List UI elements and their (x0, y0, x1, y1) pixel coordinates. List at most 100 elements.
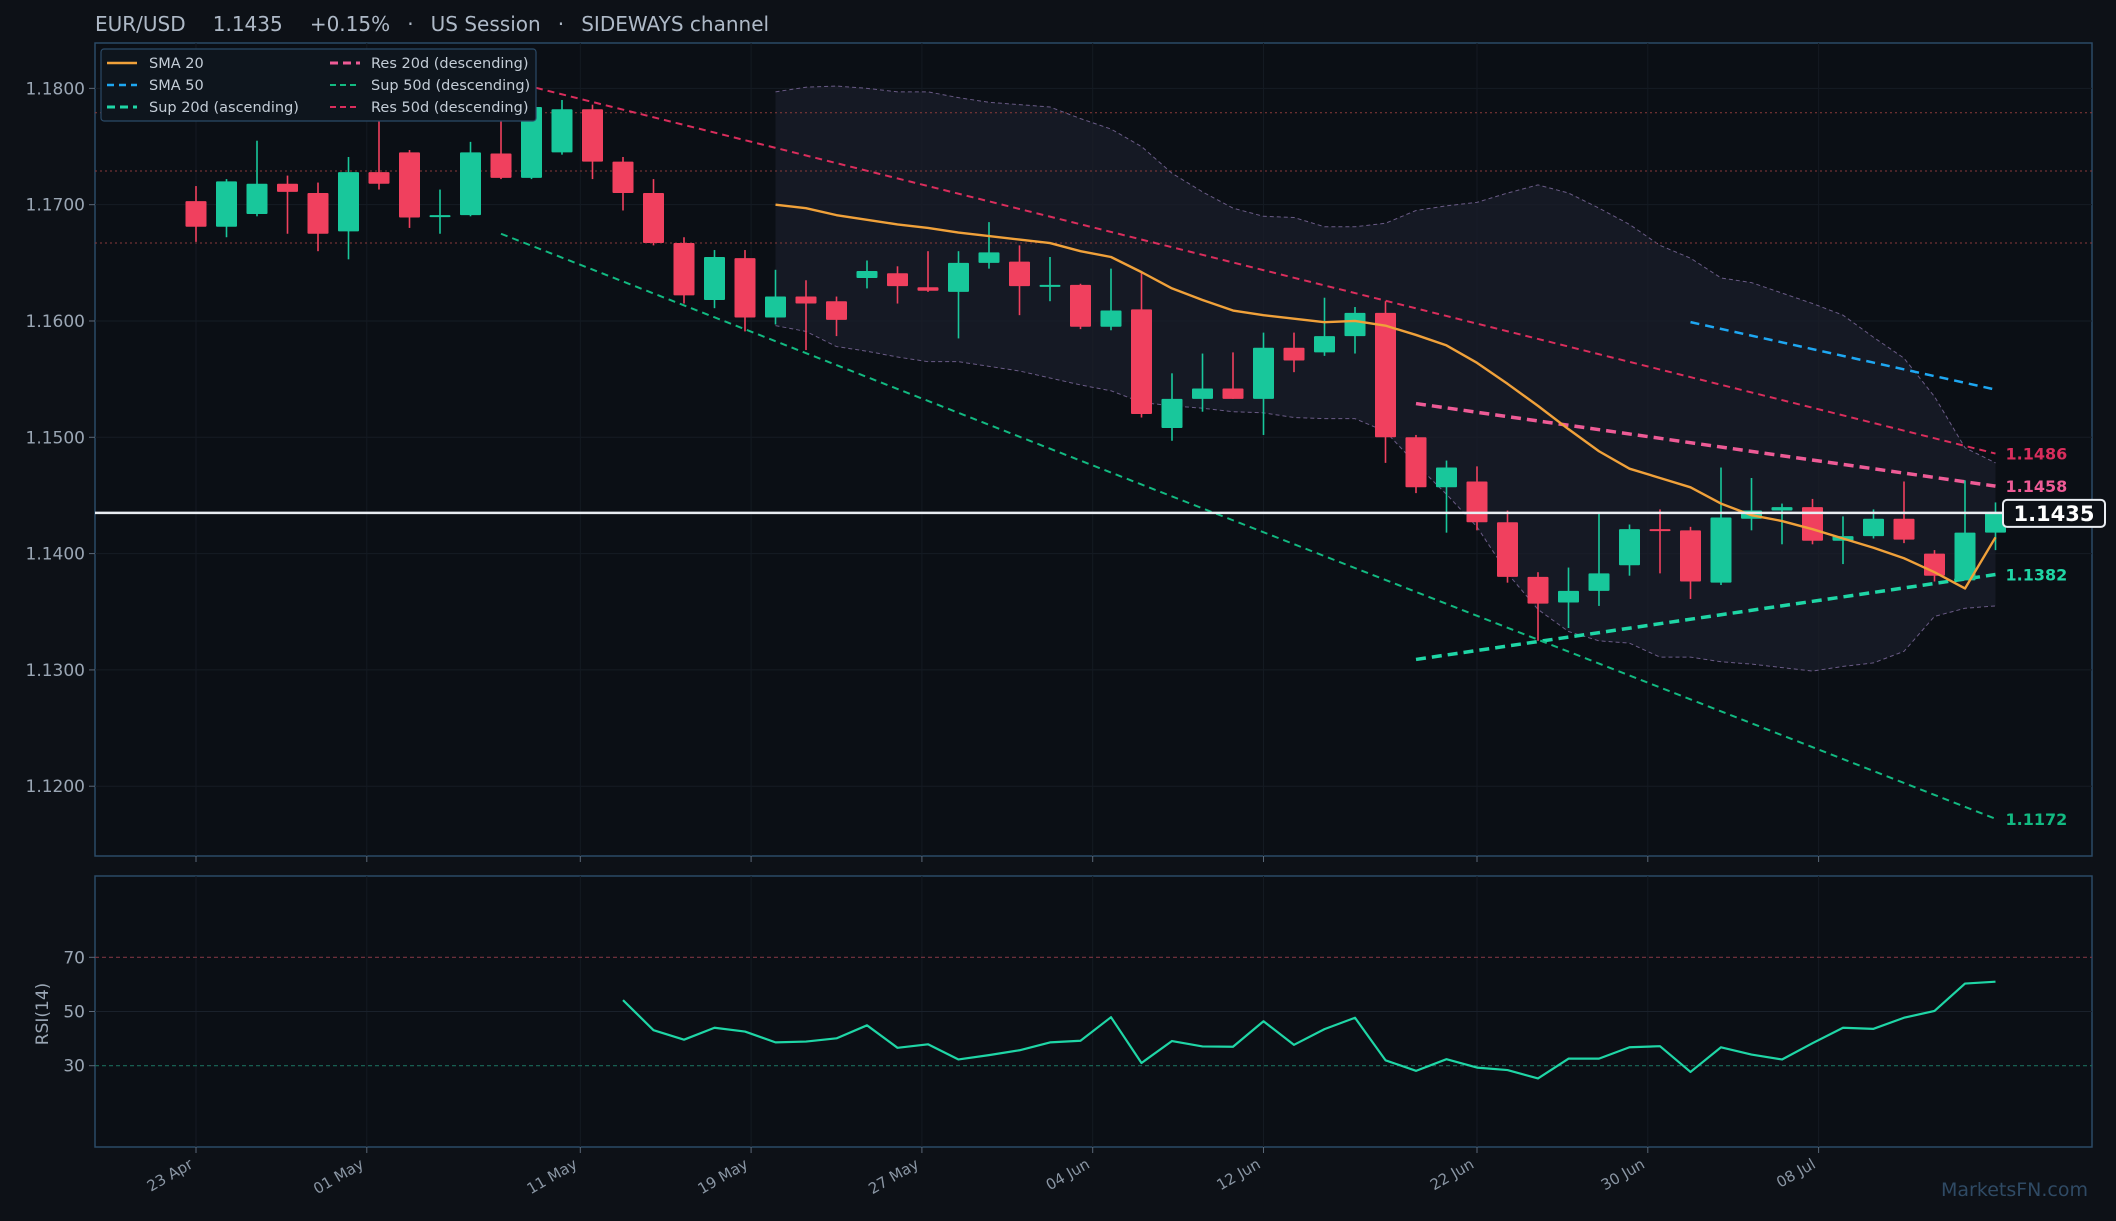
candle-body (1954, 532, 1976, 581)
candle-body (1253, 347, 1274, 399)
candle (1497, 510, 1518, 583)
candle (1405, 434, 1427, 494)
separator-2: · (558, 12, 564, 36)
candle (795, 280, 817, 351)
price-y-tick-label: 1.1400 (26, 545, 85, 565)
candle-body (1802, 507, 1823, 541)
candle (1039, 257, 1061, 302)
candle (856, 260, 878, 289)
candle (704, 250, 725, 309)
candle-body (307, 193, 329, 234)
candle (643, 179, 664, 246)
candle-body (582, 109, 603, 162)
candle-body (1375, 312, 1396, 438)
candle-body (917, 287, 939, 291)
candle-body (1039, 284, 1061, 287)
candle-body (1344, 312, 1366, 337)
candle (460, 141, 481, 217)
candle (1527, 572, 1549, 641)
candle (1619, 524, 1640, 576)
candle-body (1100, 310, 1122, 327)
candle (1100, 268, 1122, 331)
legend-label-sma50: SMA 50 (149, 78, 204, 94)
price-y-tick-label: 1.1300 (26, 661, 85, 681)
candle (673, 237, 695, 304)
candle (277, 175, 298, 234)
candle (1985, 502, 2006, 551)
candle-body (826, 301, 847, 320)
candle (1253, 332, 1274, 435)
candle-body (521, 106, 542, 178)
candle (1192, 353, 1213, 412)
candle-body (490, 153, 512, 178)
candle-body (795, 296, 817, 304)
candle-body (368, 172, 390, 184)
candle-body (1771, 507, 1793, 511)
candle-body (551, 109, 573, 153)
band-upper (775, 85, 1996, 464)
candle (765, 269, 786, 325)
price-y-tick-label: 1.1500 (26, 428, 85, 448)
candle-body (429, 215, 451, 218)
candle-body (673, 243, 695, 296)
rsi-y-tick-label: 50 (63, 1003, 85, 1023)
trend-end-label: 1.1458 (2006, 477, 2068, 496)
price-label: 1.1435 (213, 12, 283, 36)
candle-body (1527, 576, 1549, 604)
price-y-tick-label: 1.1800 (26, 79, 85, 99)
candle-body (1619, 529, 1640, 566)
candle-body (704, 257, 725, 301)
candle-body (246, 183, 268, 214)
trend-end-label: 1.1172 (2006, 810, 2068, 829)
rsi-axis-label: RSI(14) (33, 983, 53, 1046)
candle (1070, 283, 1091, 330)
legend-label-sup20: Sup 20d (ascending) (149, 100, 299, 116)
current-price-label: 1.1435 (2013, 502, 2094, 526)
candle-body (887, 273, 908, 287)
candle (399, 150, 420, 228)
current-price-layer: 1.1435 (95, 498, 2106, 528)
chart-title: EUR/USD 1.1435 +0.15% · US Session · SID… (95, 12, 769, 36)
legend-label-res20: Res 20d (descending) (371, 56, 528, 72)
candle-body (1405, 437, 1427, 488)
rsi-line (622, 980, 1996, 1080)
trend-line-res-20d-descending (1415, 401, 1996, 488)
trend-line-sup-50d-descending (500, 232, 1996, 820)
candle-body (1710, 517, 1732, 583)
candle (1161, 373, 1183, 441)
candle (1009, 245, 1030, 316)
candle-body (1588, 573, 1610, 591)
candle (826, 296, 847, 337)
price-y-tick-label: 1.1200 (26, 777, 85, 797)
candle (338, 156, 359, 260)
legend-label-res50: Res 50d (descending) (371, 100, 528, 116)
rsi-y-tick-label: 30 (63, 1057, 85, 1077)
trend-end-label: 1.1486 (2006, 445, 2068, 464)
watermark: MarketsFN.com (1941, 1179, 2088, 1201)
candle (307, 182, 329, 252)
candle-body (1070, 284, 1091, 327)
candle (1680, 526, 1701, 599)
candle-body (1558, 590, 1579, 603)
candle (1649, 509, 1671, 574)
candle-body (1466, 481, 1488, 523)
candle-body (1192, 388, 1213, 399)
candle-body (1893, 518, 1915, 540)
trend-lines (500, 78, 1996, 820)
sma-layer (775, 203, 1997, 590)
candle-body (1680, 530, 1701, 582)
candle (429, 189, 451, 234)
candle-body (1649, 529, 1671, 532)
rsi-y-tick-label: 70 (63, 948, 85, 968)
trend-line-sma-50 (1690, 320, 1996, 391)
price-y-tick-label: 1.1700 (26, 196, 85, 216)
legend-label-sup50: Sup 50d (descending) (371, 78, 530, 94)
line-end-labels: 1.1382 1.1458 1.1172 1.1486 (2006, 445, 2068, 829)
candle (1436, 460, 1457, 533)
candle (612, 156, 634, 211)
candle-body (1985, 512, 2006, 533)
rsi-layer (622, 980, 1996, 1080)
candle (1283, 332, 1305, 373)
candle (734, 250, 756, 332)
